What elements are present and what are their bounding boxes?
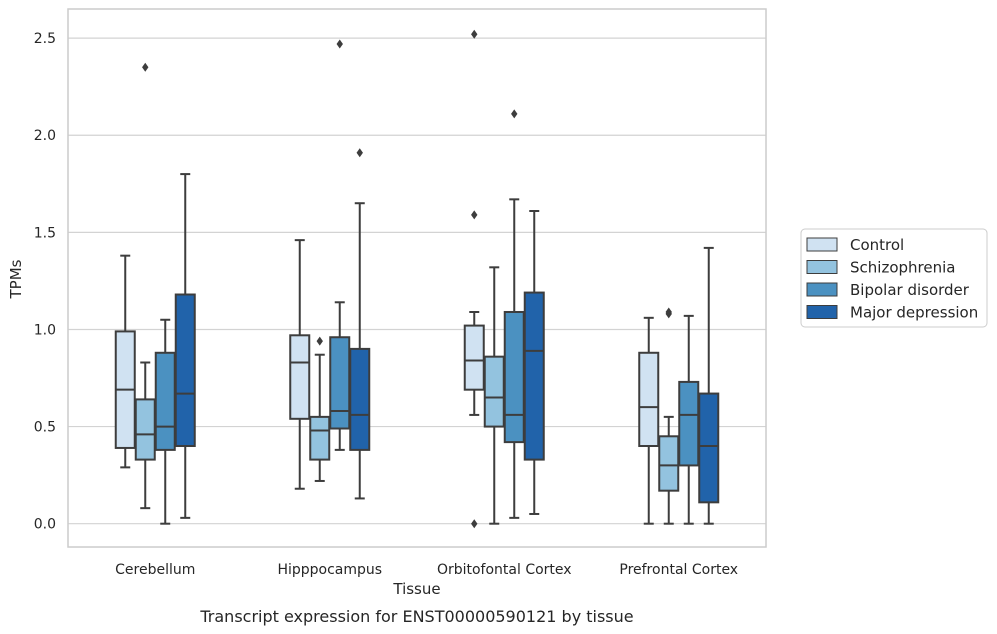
y-tick-label: 1.0 <box>34 322 56 338</box>
outlier-point <box>316 336 323 346</box>
box-body <box>503 310 525 444</box>
x-tick-label: Hipppocampus <box>277 562 382 578</box>
outlier-point <box>471 210 478 220</box>
x-tick-label: Orbitofontal Cortex <box>437 562 572 578</box>
box-body <box>329 336 351 430</box>
legend-label: Control <box>850 236 904 254</box>
x-tick-label: Cerebellum <box>115 562 195 578</box>
y-tick-label: 0.0 <box>34 517 56 533</box>
y-tick-label: 2.5 <box>34 31 56 47</box>
legend: Control Schizophrenia Bipolar disorder Majo… <box>800 228 988 328</box>
legend-label: Bipolar disorder <box>850 281 970 299</box>
y-axis-label: TPMs <box>7 259 25 299</box>
box-body <box>134 398 156 461</box>
box-body <box>289 334 311 420</box>
outlier-point <box>665 307 672 317</box>
box <box>174 173 196 519</box>
box <box>289 239 311 490</box>
box-body <box>463 324 485 391</box>
box-body <box>154 351 176 451</box>
box-body <box>678 380 700 467</box>
box-body <box>658 435 680 492</box>
box <box>503 109 525 519</box>
outlier-point <box>471 519 478 529</box>
y-tick-labels: 0.0 0.5 1.0 1.5 2.0 2.5 <box>34 31 56 533</box>
box-body <box>638 351 660 448</box>
outlier-point <box>336 39 343 49</box>
series-bipolar-disorder <box>154 39 700 525</box>
box-body <box>483 355 505 428</box>
box-body <box>698 392 720 504</box>
legend-item: Schizophrenia <box>806 259 955 277</box>
box-body <box>309 415 331 461</box>
box <box>678 314 700 525</box>
box <box>698 246 720 525</box>
legend-item: Control <box>806 236 904 254</box>
box <box>329 39 351 451</box>
box <box>349 148 371 500</box>
box-body <box>523 291 545 461</box>
box <box>114 254 136 469</box>
series-major-depression <box>174 148 720 525</box>
y-tick-label: 0.5 <box>34 420 56 436</box>
box <box>638 316 660 525</box>
plot-frame <box>67 8 767 548</box>
y-tick-label: 2.0 <box>34 128 56 144</box>
box-body <box>174 293 196 448</box>
legend-swatch <box>806 282 838 297</box>
x-tick-label: Prefrontal Cortex <box>619 562 738 578</box>
legend-label: Major depression <box>850 304 978 322</box>
legend-label: Schizophrenia <box>850 259 955 277</box>
series-control <box>114 29 660 529</box>
y-tick-label: 1.5 <box>34 225 56 241</box>
box-body <box>349 347 371 451</box>
outlier-point <box>511 109 518 119</box>
outlier-point <box>356 148 363 158</box>
box <box>309 336 331 482</box>
x-axis-label: Tissue <box>392 580 440 598</box>
legend-swatch <box>806 237 838 252</box>
outlier-point <box>142 62 149 72</box>
legend-frame <box>800 228 988 328</box>
outlier-point <box>471 29 478 39</box>
box <box>463 29 485 529</box>
chart-caption: Transcript expression for ENST0000059012… <box>199 607 633 626</box>
legend-swatch <box>806 260 838 274</box>
x-tick-labels: Cerebellum Hipppocampus Orbitofontal Corte… <box>115 562 738 578</box>
legend-swatch <box>806 305 838 319</box>
legend-item: Bipolar disorder <box>806 281 970 299</box>
box <box>154 318 176 525</box>
box-series <box>114 29 720 529</box>
legend-item: Major depression <box>806 304 978 322</box>
box <box>523 209 545 515</box>
